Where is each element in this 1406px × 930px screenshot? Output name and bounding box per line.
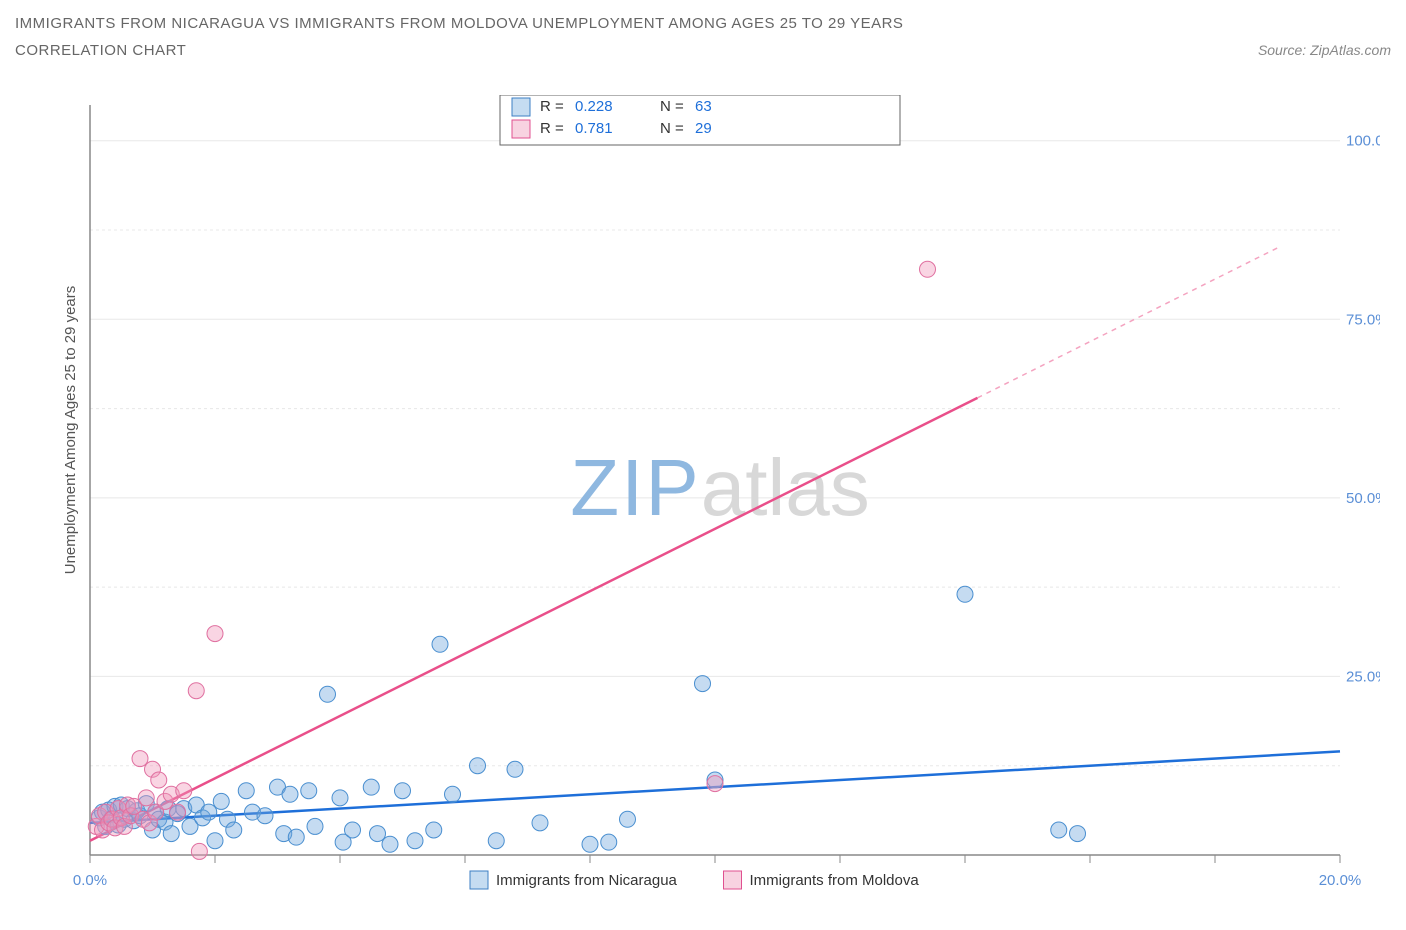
svg-text:R =: R = <box>540 98 564 115</box>
data-point <box>138 790 154 806</box>
data-point <box>920 261 936 277</box>
data-point <box>470 758 486 774</box>
data-point <box>426 822 442 838</box>
data-point <box>407 833 423 849</box>
data-point <box>188 683 204 699</box>
data-point <box>1070 826 1086 842</box>
svg-text:25.0%: 25.0% <box>1346 668 1380 685</box>
svg-text:50.0%: 50.0% <box>1346 490 1380 507</box>
data-point <box>301 783 317 799</box>
svg-text:N =: N = <box>660 98 684 115</box>
data-point <box>213 793 229 809</box>
data-point <box>332 790 348 806</box>
data-point <box>207 626 223 642</box>
data-point <box>307 818 323 834</box>
data-point <box>132 751 148 767</box>
x-tick-labels: 0.0% 20.0% <box>73 872 1361 889</box>
svg-text:0.0%: 0.0% <box>73 872 107 889</box>
data-point <box>238 783 254 799</box>
data-point <box>282 786 298 802</box>
data-point <box>163 826 179 842</box>
correlation-chart: ZIPatlas 25.0% 50.0% 75.0% 100.0% 0.0% 20.0%… <box>60 95 1380 895</box>
trend-lines <box>90 248 1340 841</box>
watermark: ZIPatlas <box>570 443 869 532</box>
svg-text:0.228: 0.228 <box>575 98 613 115</box>
data-point <box>191 843 207 859</box>
data-point <box>582 836 598 852</box>
sub-title-row: CORRELATION CHART Source: ZipAtlas.com <box>15 42 1391 59</box>
data-point <box>957 586 973 602</box>
x-ticks <box>90 855 1340 863</box>
data-point <box>1051 822 1067 838</box>
title-area: IMMIGRANTS FROM NICARAGUA VS IMMIGRANTS … <box>15 15 1391 59</box>
data-point <box>363 779 379 795</box>
data-point <box>288 829 304 845</box>
svg-text:R =: R = <box>540 120 564 137</box>
svg-text:20.0%: 20.0% <box>1319 872 1362 889</box>
data-point <box>257 808 273 824</box>
svg-text:75.0%: 75.0% <box>1346 311 1380 328</box>
data-point <box>226 822 242 838</box>
scatter-points <box>88 261 1085 859</box>
svg-text:0.781: 0.781 <box>575 120 613 137</box>
y-axis-label: Unemployment Among Ages 25 to 29 years <box>62 286 79 575</box>
svg-text:Immigrants from Moldova: Immigrants from Moldova <box>750 872 920 889</box>
y-tick-labels: 25.0% 50.0% 75.0% 100.0% <box>1346 133 1380 686</box>
data-point <box>507 761 523 777</box>
data-point <box>201 804 217 820</box>
svg-text:Immigrants from Nicaragua: Immigrants from Nicaragua <box>496 872 678 889</box>
data-point <box>395 783 411 799</box>
data-point <box>370 826 386 842</box>
data-point <box>445 786 461 802</box>
chart-grid <box>90 141 1340 766</box>
data-point <box>707 776 723 792</box>
svg-text:63: 63 <box>695 98 712 115</box>
data-point <box>345 822 361 838</box>
data-point <box>488 833 504 849</box>
data-point <box>151 772 167 788</box>
svg-text:N =: N = <box>660 120 684 137</box>
legend-stats: R = 0.228 N = 63 R = 0.781 N = 29 <box>500 95 900 145</box>
svg-text:29: 29 <box>695 120 712 137</box>
data-point <box>620 811 636 827</box>
data-point <box>176 783 192 799</box>
page-title: IMMIGRANTS FROM NICARAGUA VS IMMIGRANTS … <box>15 15 1391 32</box>
data-point <box>601 834 617 850</box>
data-point <box>320 686 336 702</box>
data-point <box>432 636 448 652</box>
data-point <box>532 815 548 831</box>
source-label: Source: ZipAtlas.com <box>1258 42 1391 58</box>
legend-series: Immigrants from Nicaragua Immigrants from… <box>470 871 919 889</box>
data-point <box>382 836 398 852</box>
data-point <box>170 804 186 820</box>
data-point <box>695 676 711 692</box>
chart-subtitle: CORRELATION CHART <box>15 42 186 59</box>
data-point <box>207 833 223 849</box>
svg-text:100.0%: 100.0% <box>1346 133 1380 150</box>
